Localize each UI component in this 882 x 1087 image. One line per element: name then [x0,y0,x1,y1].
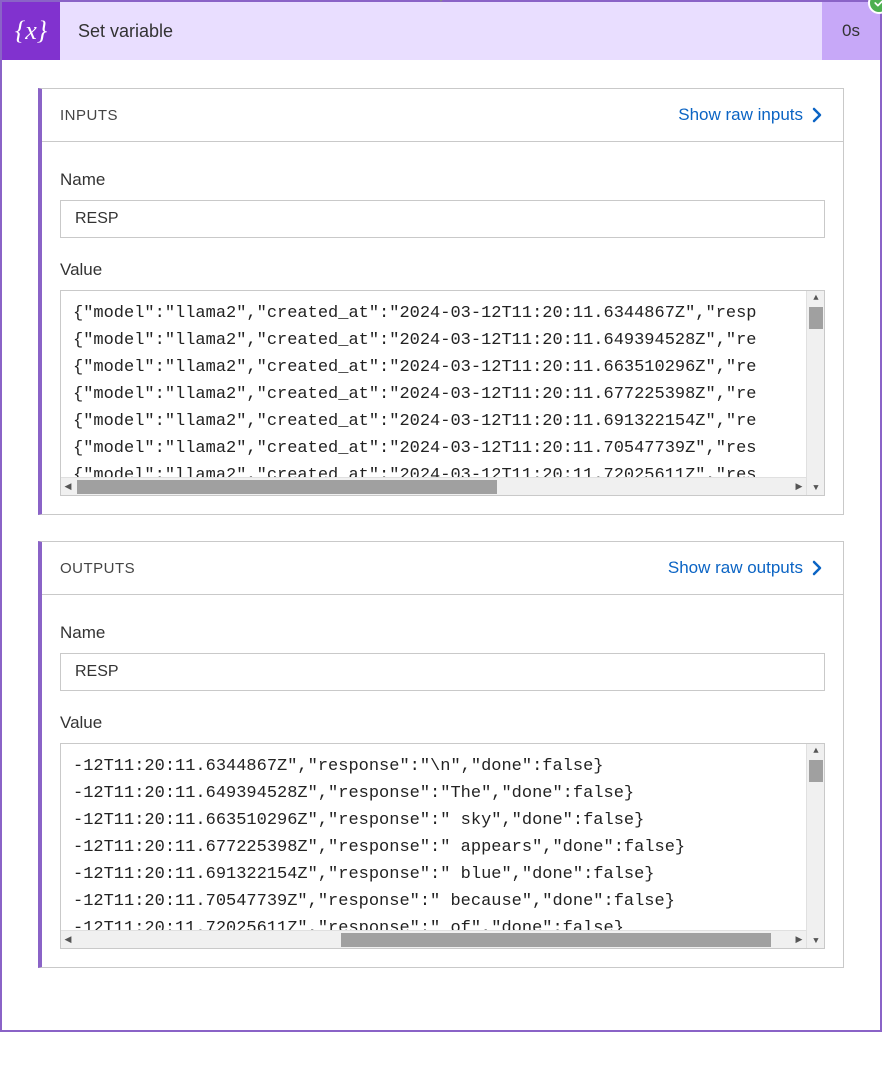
show-raw-inputs-button[interactable]: Show raw inputs [678,105,825,125]
show-raw-inputs-label: Show raw inputs [678,105,803,125]
inputs-value-content: {"model":"llama2","created_at":"2024-03-… [61,291,824,495]
scroll-left-icon[interactable]: ◀ [61,478,75,496]
action-card: {x} Set variable 0s INPUTS Show raw inpu… [0,0,882,1032]
horizontal-scrollbar[interactable]: ◀ ▶ [61,930,806,948]
outputs-section: OUTPUTS Show raw outputs Name RESP Value… [38,541,844,968]
scrollbar-thumb[interactable] [809,307,823,329]
inputs-value-box[interactable]: {"model":"llama2","created_at":"2024-03-… [60,290,825,496]
inputs-value-label: Value [60,260,825,280]
horizontal-scrollbar[interactable]: ◀ ▶ [61,477,806,495]
card-header: {x} Set variable 0s [2,2,880,60]
scroll-left-icon[interactable]: ◀ [61,931,75,949]
scroll-down-icon[interactable]: ▼ [807,481,825,495]
inputs-section: INPUTS Show raw inputs Name RESP Value {… [38,88,844,515]
inputs-name-value[interactable]: RESP [60,200,825,238]
variable-icon-glyph: {x} [15,16,47,46]
show-raw-outputs-label: Show raw outputs [668,558,803,578]
chevron-right-icon [809,560,825,576]
scroll-up-icon[interactable]: ▲ [807,744,825,758]
vertical-scrollbar[interactable]: ▲ ▼ [806,744,824,948]
vertical-scrollbar[interactable]: ▲ ▼ [806,291,824,495]
scroll-right-icon[interactable]: ▶ [792,931,806,949]
variable-icon: {x} [2,2,60,60]
outputs-value-content: -12T11:20:11.6344867Z","response":"\n","… [61,744,824,948]
flow-arrow-icon [432,0,450,2]
outputs-section-title: OUTPUTS [60,560,668,577]
scroll-down-icon[interactable]: ▼ [807,934,825,948]
scrollbar-thumb[interactable] [341,933,771,947]
scroll-up-icon[interactable]: ▲ [807,291,825,305]
scrollbar-thumb[interactable] [77,480,497,494]
inputs-section-title: INPUTS [60,107,678,124]
chevron-right-icon [809,107,825,123]
show-raw-outputs-button[interactable]: Show raw outputs [668,558,825,578]
outputs-name-value[interactable]: RESP [60,653,825,691]
card-title: Set variable [60,2,822,60]
outputs-value-box[interactable]: -12T11:20:11.6344867Z","response":"\n","… [60,743,825,949]
scroll-right-icon[interactable]: ▶ [792,478,806,496]
outputs-value-label: Value [60,713,825,733]
scrollbar-thumb[interactable] [809,760,823,782]
inputs-name-label: Name [60,170,825,190]
outputs-name-label: Name [60,623,825,643]
